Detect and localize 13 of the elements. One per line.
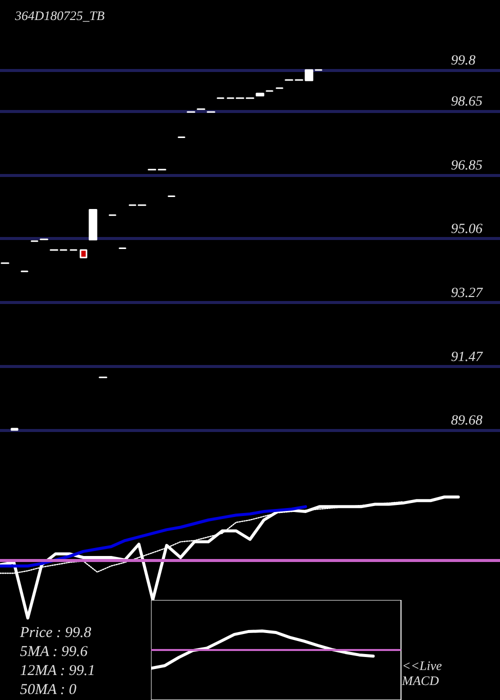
text: <<Live MACD	[402, 658, 443, 688]
text: 50MA : 0	[20, 681, 76, 700]
y-tick-label: 95.06	[451, 222, 482, 238]
text: Price : 99.8	[20, 624, 92, 643]
chart-title: 364D180725_TB	[14, 8, 105, 23]
text: 5MA : 99.6	[20, 643, 88, 662]
y-tick-label: 91.47	[451, 350, 484, 365]
text: 12MA : 99.1	[20, 662, 96, 681]
y-tick-label: 89.68	[451, 414, 482, 428]
y-tick-label: 93.27	[451, 286, 484, 301]
y-tick-label: 99.8	[451, 54, 476, 68]
y-tick-label: 96.85	[451, 158, 482, 174]
y-tick-label: 98.65	[451, 94, 482, 110]
